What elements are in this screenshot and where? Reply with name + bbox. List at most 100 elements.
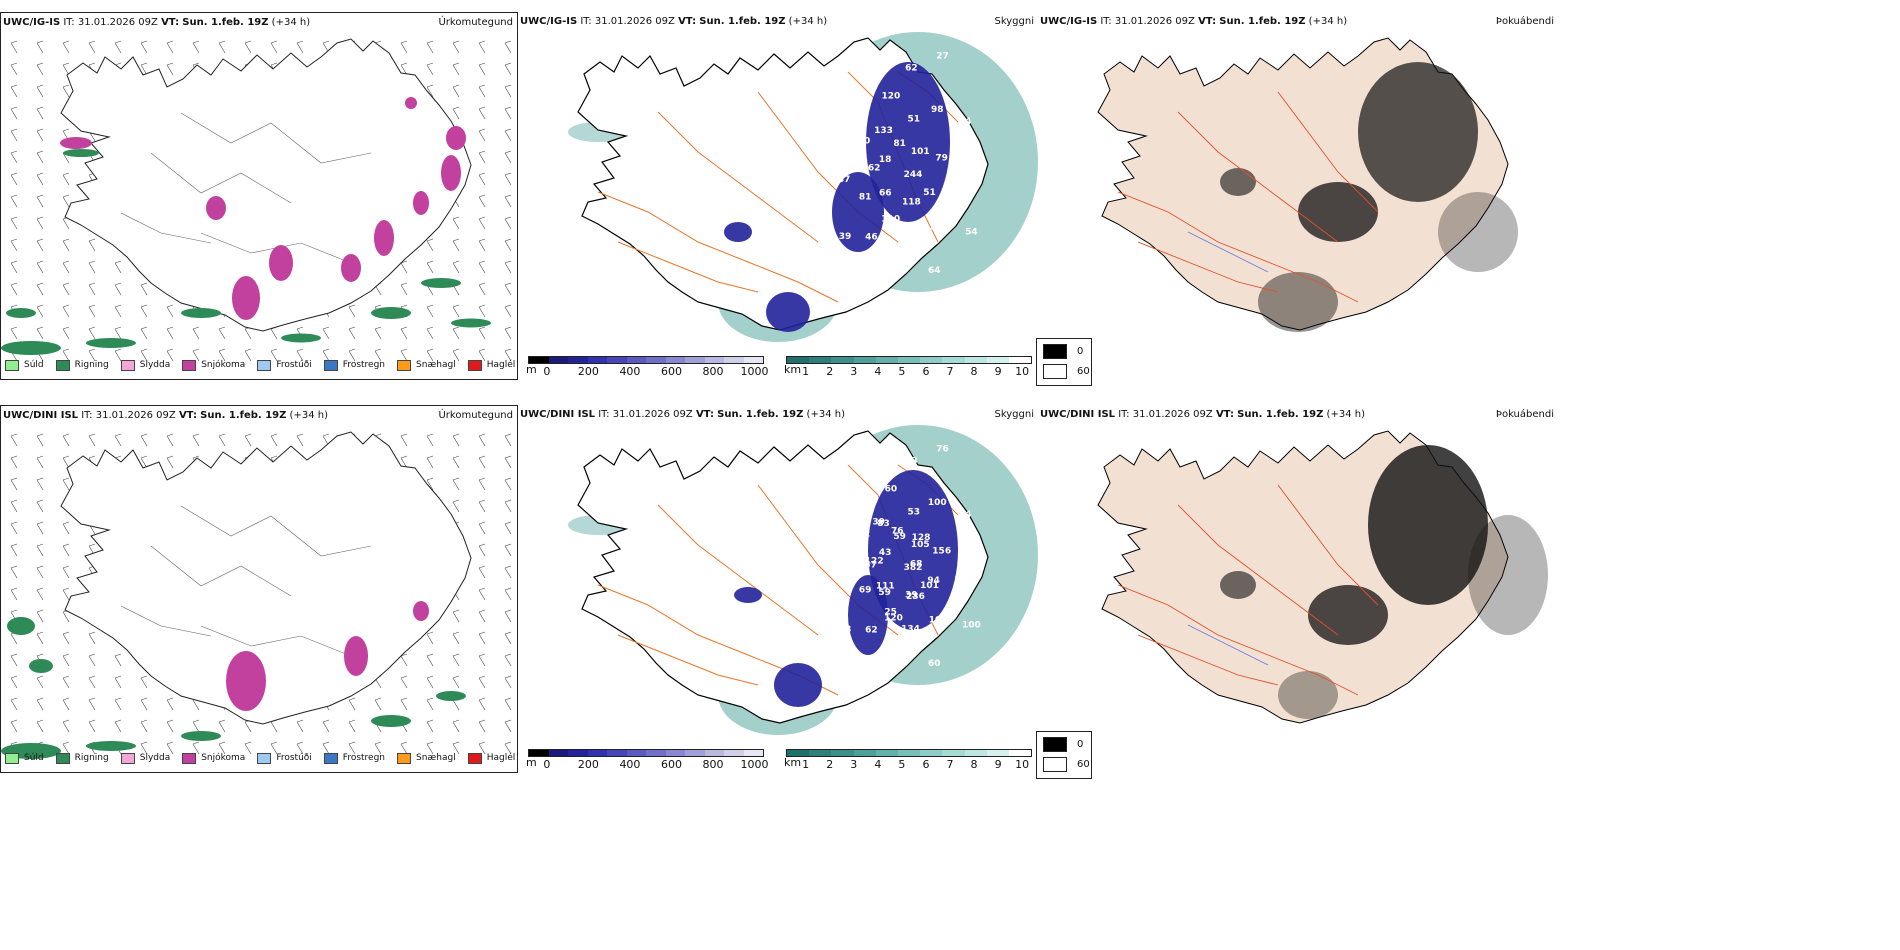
colorbar-unit: m [526, 363, 537, 376]
cloud-label: 85 [909, 702, 922, 712]
colorbar-tick: 2 [826, 758, 834, 771]
cloud-label: 81 [893, 139, 906, 149]
cloud-label: 39 [839, 232, 852, 242]
colorbar-tick: 7 [946, 365, 954, 378]
cloud-label: 100 [962, 621, 981, 631]
cloud-label: 47 [838, 175, 851, 185]
fog-panel-2: UWC/DINI ISL IT: 31.01.2026 09Z VT: Sun.… [1038, 405, 1558, 773]
cloud-label: 94 [927, 576, 940, 586]
legend-swatch [257, 752, 272, 764]
ceiling-colorbar: 0 200 400 600 800 1000 m [526, 356, 769, 378]
legend-label: Slydda [139, 753, 171, 763]
precip-panel-2: UWC/DINI ISL IT: 31.01.2026 09Z VT: Sun.… [0, 405, 518, 773]
cloud-label: 101 [911, 147, 930, 157]
fog-legend-2: 0 60 [1036, 731, 1092, 779]
colorbar-tick: 8 [970, 365, 978, 378]
cloud-label: 66 [879, 189, 892, 199]
cloud-label: 54 [965, 228, 978, 238]
colorbar-tick: 2 [826, 365, 834, 378]
cloud-label: 120 [882, 92, 901, 102]
legend-swatch [467, 359, 482, 371]
legend-swatch [323, 359, 338, 371]
legend-swatch [182, 359, 197, 371]
colorbar-tick: 9 [994, 758, 1002, 771]
cloud-label: 81 [859, 192, 872, 202]
cloud-label: 97 [864, 285, 877, 295]
cloud-label: 133 [874, 126, 893, 136]
cloud-label: 65 [863, 445, 876, 455]
cloud-label: 111 [876, 582, 895, 592]
cloud-label: 68 [910, 560, 923, 570]
legend-swatch [182, 752, 197, 764]
cloud-label: 69 [859, 585, 872, 595]
colorbar-tick: 4 [874, 365, 882, 378]
colorbar-tick: 800 [702, 758, 724, 771]
colorbar-unit: km [784, 363, 802, 376]
precip-panel-1: UWC/IG-IS IT: 31.01.2026 09Z VT: Sun. 1.… [0, 12, 518, 380]
cloud-label: 134 [901, 624, 920, 634]
cloud-label: 76 [936, 445, 949, 455]
cloud-label: 118 [902, 198, 921, 208]
cloud-label: 101 [929, 615, 948, 625]
legend-item: Snæhagl [397, 357, 456, 373]
fog-map-2 [1097, 430, 1548, 724]
panel-header: UWC/DINI ISL IT: 31.01.2026 09Z VT: Sun.… [1040, 409, 1365, 420]
panel-title: Þokuábendi [1495, 16, 1554, 27]
colorbar-tick: 4 [874, 758, 882, 771]
legend-swatch [397, 359, 412, 371]
cloud-label: 236 [906, 592, 925, 602]
cloud-map-1: 244 66 81 118 62 101 110 133 51 81 51 30 130 79 46 120 1… [568, 32, 1038, 342]
colorbar-tick: 1000 [740, 758, 769, 771]
legend-item: Frostúði [257, 750, 312, 766]
cloud-label: 95 [955, 575, 968, 585]
cloud-label: 62 [865, 625, 878, 635]
fog-map-1 [1097, 37, 1518, 332]
cloud-label: 39 [905, 591, 918, 601]
cloud-label: 244 [904, 170, 923, 180]
cloud-label: 128 [912, 533, 931, 543]
colorbar-unit: m [526, 756, 537, 769]
panel-title: Úrkomutegund [438, 410, 513, 421]
legend-swatch [120, 359, 135, 371]
colorbar-tick: 5 [898, 758, 906, 771]
cloud-label: 62 [905, 64, 918, 74]
cloud-label: 59 [893, 532, 906, 542]
precip-map-1 [1, 38, 512, 362]
cloud-label: 53 [908, 508, 921, 518]
legend-label: Frostúði [276, 360, 312, 370]
legend-swatch [55, 359, 70, 371]
colorbar-tick: 8 [970, 758, 978, 771]
colorbar-tick: 600 [660, 758, 682, 771]
colorbar-unit: km [784, 756, 802, 769]
cloud-label: 156 [932, 547, 951, 557]
cloud-label: 27 [936, 52, 949, 62]
legend-label: Slydda [139, 360, 171, 370]
legend-label: Snæhagl [416, 360, 456, 370]
fog-legend-1: 0 60 [1036, 338, 1092, 386]
cloud-label: 382 [904, 563, 923, 573]
colorbar-tick: 200 [577, 758, 599, 771]
legend-item: Snjókoma [182, 357, 245, 373]
legend-item: Snæhagl [397, 750, 456, 766]
legend-swatch [5, 359, 19, 371]
legend-item: Frostregn [323, 750, 385, 766]
cloud-label: 109 [835, 568, 854, 578]
colorbar-tick: 600 [660, 365, 682, 378]
legend-swatch [120, 752, 135, 764]
cloud-label: 59 [878, 588, 891, 598]
legend-label: Súld [24, 753, 44, 763]
cloud-label: 103 [929, 222, 948, 232]
ceiling-colorbar: 0 200 400 600 800 1000 m [526, 749, 769, 771]
colorbar-tick: 200 [577, 365, 599, 378]
cloud-panel-1: 244 66 81 118 62 101 110 133 51 81 51 30 130 79 46 120 1… [518, 12, 1038, 380]
legend-label: Haglél [486, 753, 516, 763]
cloud-label: 60 [928, 659, 941, 669]
cloud-label: 76 [891, 527, 904, 537]
colorbar-tick: 9 [994, 365, 1002, 378]
panel-header: UWC/DINI ISL IT: 31.01.2026 09Z VT: Sun.… [520, 409, 845, 420]
legend-label: Snjókoma [201, 753, 246, 763]
legend-label: Snjókoma [201, 360, 246, 370]
cloud-label: 96 [822, 530, 835, 540]
cloud-label: 51 [923, 188, 936, 198]
legend-label: Frostúði [276, 753, 312, 763]
